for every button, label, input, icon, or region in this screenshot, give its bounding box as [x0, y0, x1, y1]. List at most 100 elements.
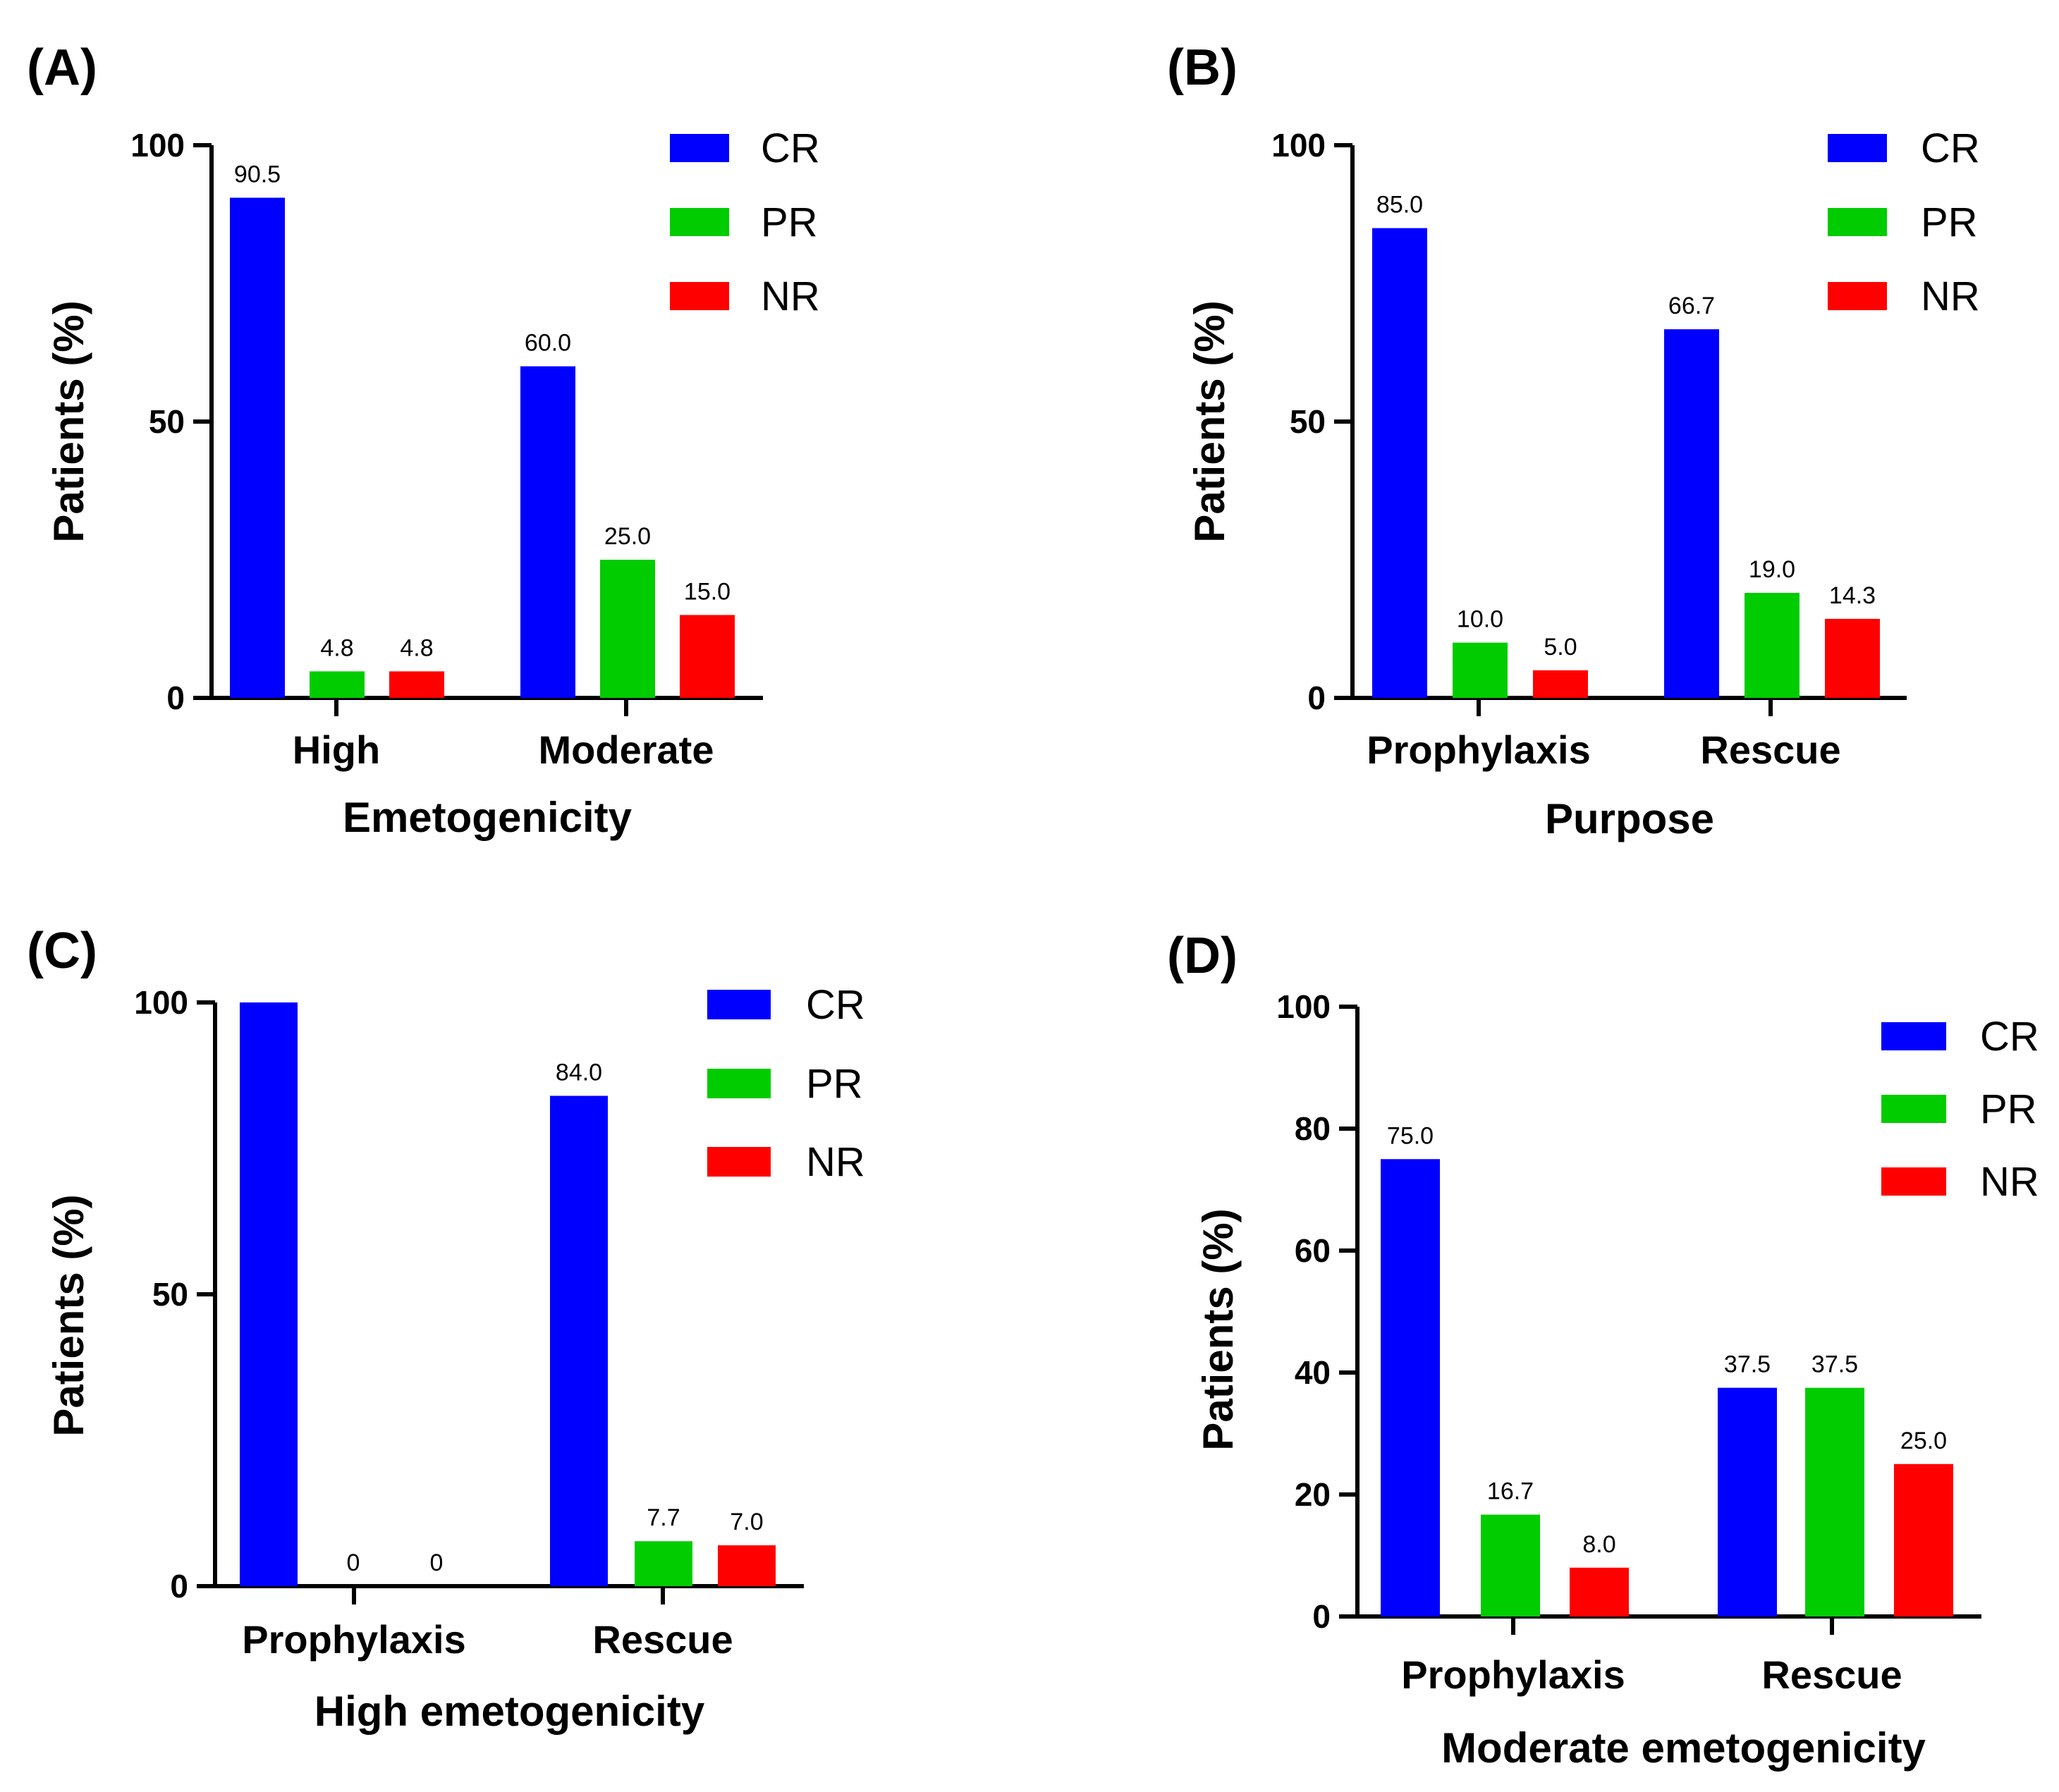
- category-label: Rescue: [592, 1617, 733, 1662]
- legend-label: CR: [761, 125, 820, 171]
- data-label: 37.5: [1724, 1351, 1771, 1378]
- bar-nr: [1533, 670, 1588, 698]
- bar-nr: [718, 1545, 776, 1586]
- data-label: 4.8: [320, 634, 353, 661]
- y-tick-label: 100: [130, 127, 185, 164]
- data-label: 4.8: [400, 634, 433, 661]
- data-label: 84.0: [556, 1059, 602, 1086]
- bar-nr: [1894, 1463, 1953, 1616]
- x-axis-label: Moderate emetogenicity: [1441, 1724, 1926, 1772]
- y-tick-label: 0: [1312, 1598, 1331, 1635]
- bar-pr: [1745, 593, 1800, 698]
- bar-nr: [1825, 618, 1880, 698]
- data-label: 10.0: [1457, 606, 1503, 633]
- data-label: 14.3: [1829, 582, 1876, 609]
- panel-label: (C): [27, 923, 97, 979]
- legend-label: CR: [1921, 125, 1980, 171]
- y-tick-label: 0: [1307, 680, 1326, 716]
- bar-nr: [1570, 1567, 1629, 1616]
- data-label: 37.5: [1811, 1351, 1858, 1378]
- legend-swatch-nr: [1828, 282, 1887, 310]
- legend-label: PR: [1980, 1086, 2037, 1132]
- legend-swatch-pr: [1828, 208, 1887, 236]
- data-label: 90.5: [234, 161, 281, 188]
- x-axis-label: Emetogenicity: [343, 794, 633, 841]
- bar-cr: [230, 197, 285, 699]
- y-axis-label: Patients (%): [1186, 300, 1233, 542]
- legend-swatch-pr: [707, 1069, 771, 1098]
- bar-pr: [600, 560, 655, 698]
- legend-swatch-nr: [1881, 1167, 1946, 1196]
- legend-swatch-pr: [670, 208, 729, 236]
- legend-swatch-cr: [1828, 134, 1887, 162]
- legend-swatch-cr: [707, 990, 771, 1019]
- bar-cr: [1718, 1387, 1777, 1616]
- data-label: 66.7: [1668, 293, 1715, 319]
- bar-cr: [1372, 228, 1427, 699]
- panel-label: (D): [1167, 928, 1238, 984]
- bar-pr: [1453, 642, 1508, 698]
- panel-label: (A): [27, 39, 97, 96]
- y-tick-label: 100: [1271, 127, 1326, 164]
- y-tick-label: 60: [1295, 1232, 1331, 1269]
- y-tick-label: 80: [1295, 1110, 1331, 1147]
- legend-label: NR: [1980, 1159, 2039, 1205]
- legend-label: PR: [1921, 200, 1978, 245]
- data-label: 5.0: [1544, 634, 1577, 661]
- category-label: Prophylaxis: [1401, 1652, 1625, 1697]
- legend-swatch-pr: [1881, 1095, 1946, 1123]
- bar-cr: [1664, 329, 1719, 698]
- legend-swatch-nr: [670, 282, 729, 310]
- chart-panel-b: (B) 0 50 100 Patients (%) Prophylaxis Rescue Pu…: [1167, 39, 1980, 842]
- bar-pr: [310, 671, 365, 698]
- y-tick-label: 100: [1276, 988, 1331, 1025]
- data-label: 19.0: [1749, 556, 1795, 583]
- y-tick-label: 0: [166, 680, 185, 716]
- y-tick-label: 40: [1295, 1354, 1331, 1391]
- legend-label: CR: [1980, 1014, 2039, 1060]
- y-axis-label: Patients (%): [45, 300, 92, 542]
- y-tick-label: 0: [170, 1568, 188, 1604]
- legend-swatch-nr: [707, 1147, 771, 1177]
- y-tick-label: 50: [152, 1276, 188, 1313]
- data-label: 75.0: [1387, 1122, 1434, 1149]
- y-tick-label: 100: [134, 984, 188, 1021]
- bar-nr: [389, 671, 444, 698]
- bar-cr: [520, 366, 575, 698]
- category-label: High: [293, 728, 380, 772]
- category-label: Moderate: [539, 728, 714, 772]
- bar-pr: [1481, 1514, 1540, 1616]
- y-tick-label: 50: [1290, 403, 1326, 440]
- data-label: 25.0: [1900, 1428, 1947, 1454]
- data-label: 60.0: [525, 330, 571, 357]
- legend-label: NR: [761, 274, 820, 319]
- bar-pr: [1805, 1387, 1864, 1616]
- bar-pr: [635, 1541, 692, 1586]
- chart-panel-d: (D) 0 20 40 60 80 100 Patients (%) Prophylaxis Re…: [1167, 928, 2039, 1772]
- bar-cr: [240, 1002, 298, 1586]
- data-label: 15.0: [684, 578, 731, 605]
- data-label: 85.0: [1376, 192, 1423, 219]
- bar-cr: [550, 1096, 608, 1586]
- y-axis-label: Patients (%): [1195, 1208, 1242, 1450]
- legend-label: PR: [761, 200, 818, 245]
- y-tick-label: 20: [1295, 1476, 1331, 1513]
- legend-swatch-cr: [1881, 1022, 1946, 1050]
- legend-swatch-cr: [670, 134, 729, 162]
- legend-label: PR: [806, 1061, 863, 1107]
- bar-cr: [1381, 1159, 1440, 1616]
- panel-label: (B): [1167, 39, 1238, 96]
- y-tick-label: 50: [149, 403, 185, 440]
- category-label: Prophylaxis: [1367, 728, 1590, 772]
- category-label: Rescue: [1761, 1652, 1902, 1697]
- category-label: Prophylaxis: [242, 1617, 465, 1662]
- data-label: 7.7: [647, 1504, 680, 1531]
- data-label: 16.7: [1487, 1478, 1534, 1505]
- data-label: 8.0: [1582, 1531, 1615, 1558]
- legend-label: NR: [806, 1139, 865, 1185]
- data-label: 0: [430, 1549, 444, 1576]
- chart-panel-c: (C) 0 50 100 Patients (%) Prophylaxis Rescue Hi…: [27, 923, 865, 1735]
- x-axis-label: High emetogenicity: [314, 1688, 705, 1735]
- legend-label: CR: [806, 982, 865, 1028]
